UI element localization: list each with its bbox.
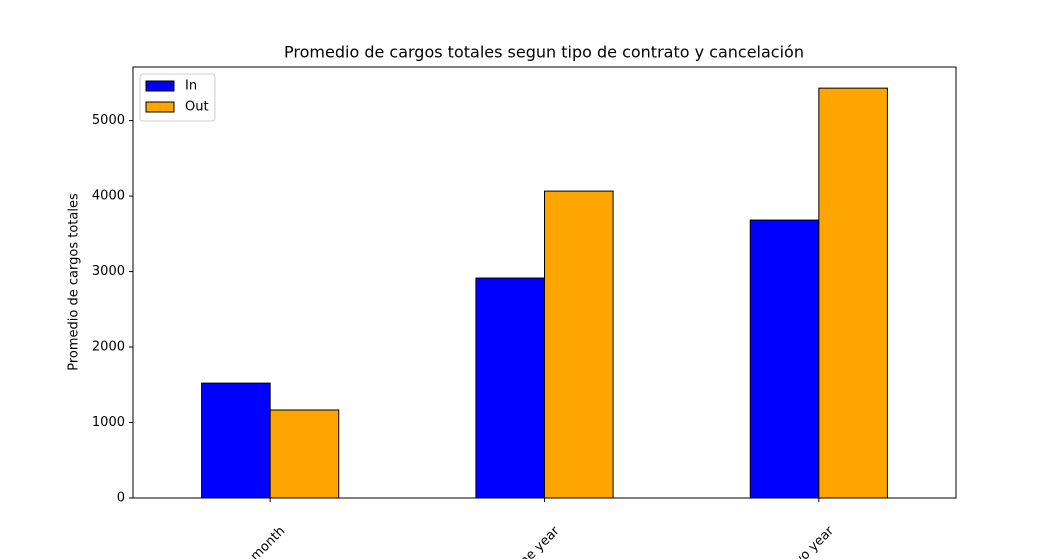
plot-frame — [132, 66, 957, 499]
bar — [749, 219, 820, 499]
y-tick-label: 4000 — [92, 189, 125, 204]
chart-title: Promedio de cargos totales segun tipo de… — [284, 43, 804, 62]
legend-swatch — [145, 101, 175, 113]
bar — [544, 190, 614, 499]
y-tick-label: 0 — [117, 491, 125, 506]
y-tick-label: 5000 — [92, 113, 125, 128]
legend-label: Out — [185, 100, 209, 115]
y-tick-label: 1000 — [92, 415, 125, 430]
y-axis-label: Promedio de cargos totales — [67, 193, 82, 371]
x-tick-label: Month-to-month — [203, 524, 288, 559]
bar — [475, 277, 545, 499]
bar — [818, 87, 888, 499]
x-tick-label: Two year — [785, 523, 837, 559]
legend-label: In — [185, 79, 197, 94]
y-tick-label: 2000 — [92, 340, 125, 355]
x-tick-label: One year — [510, 523, 563, 559]
bar — [201, 382, 271, 499]
legend-swatch — [145, 80, 175, 92]
bar — [269, 409, 340, 499]
y-tick-label: 3000 — [92, 264, 125, 279]
